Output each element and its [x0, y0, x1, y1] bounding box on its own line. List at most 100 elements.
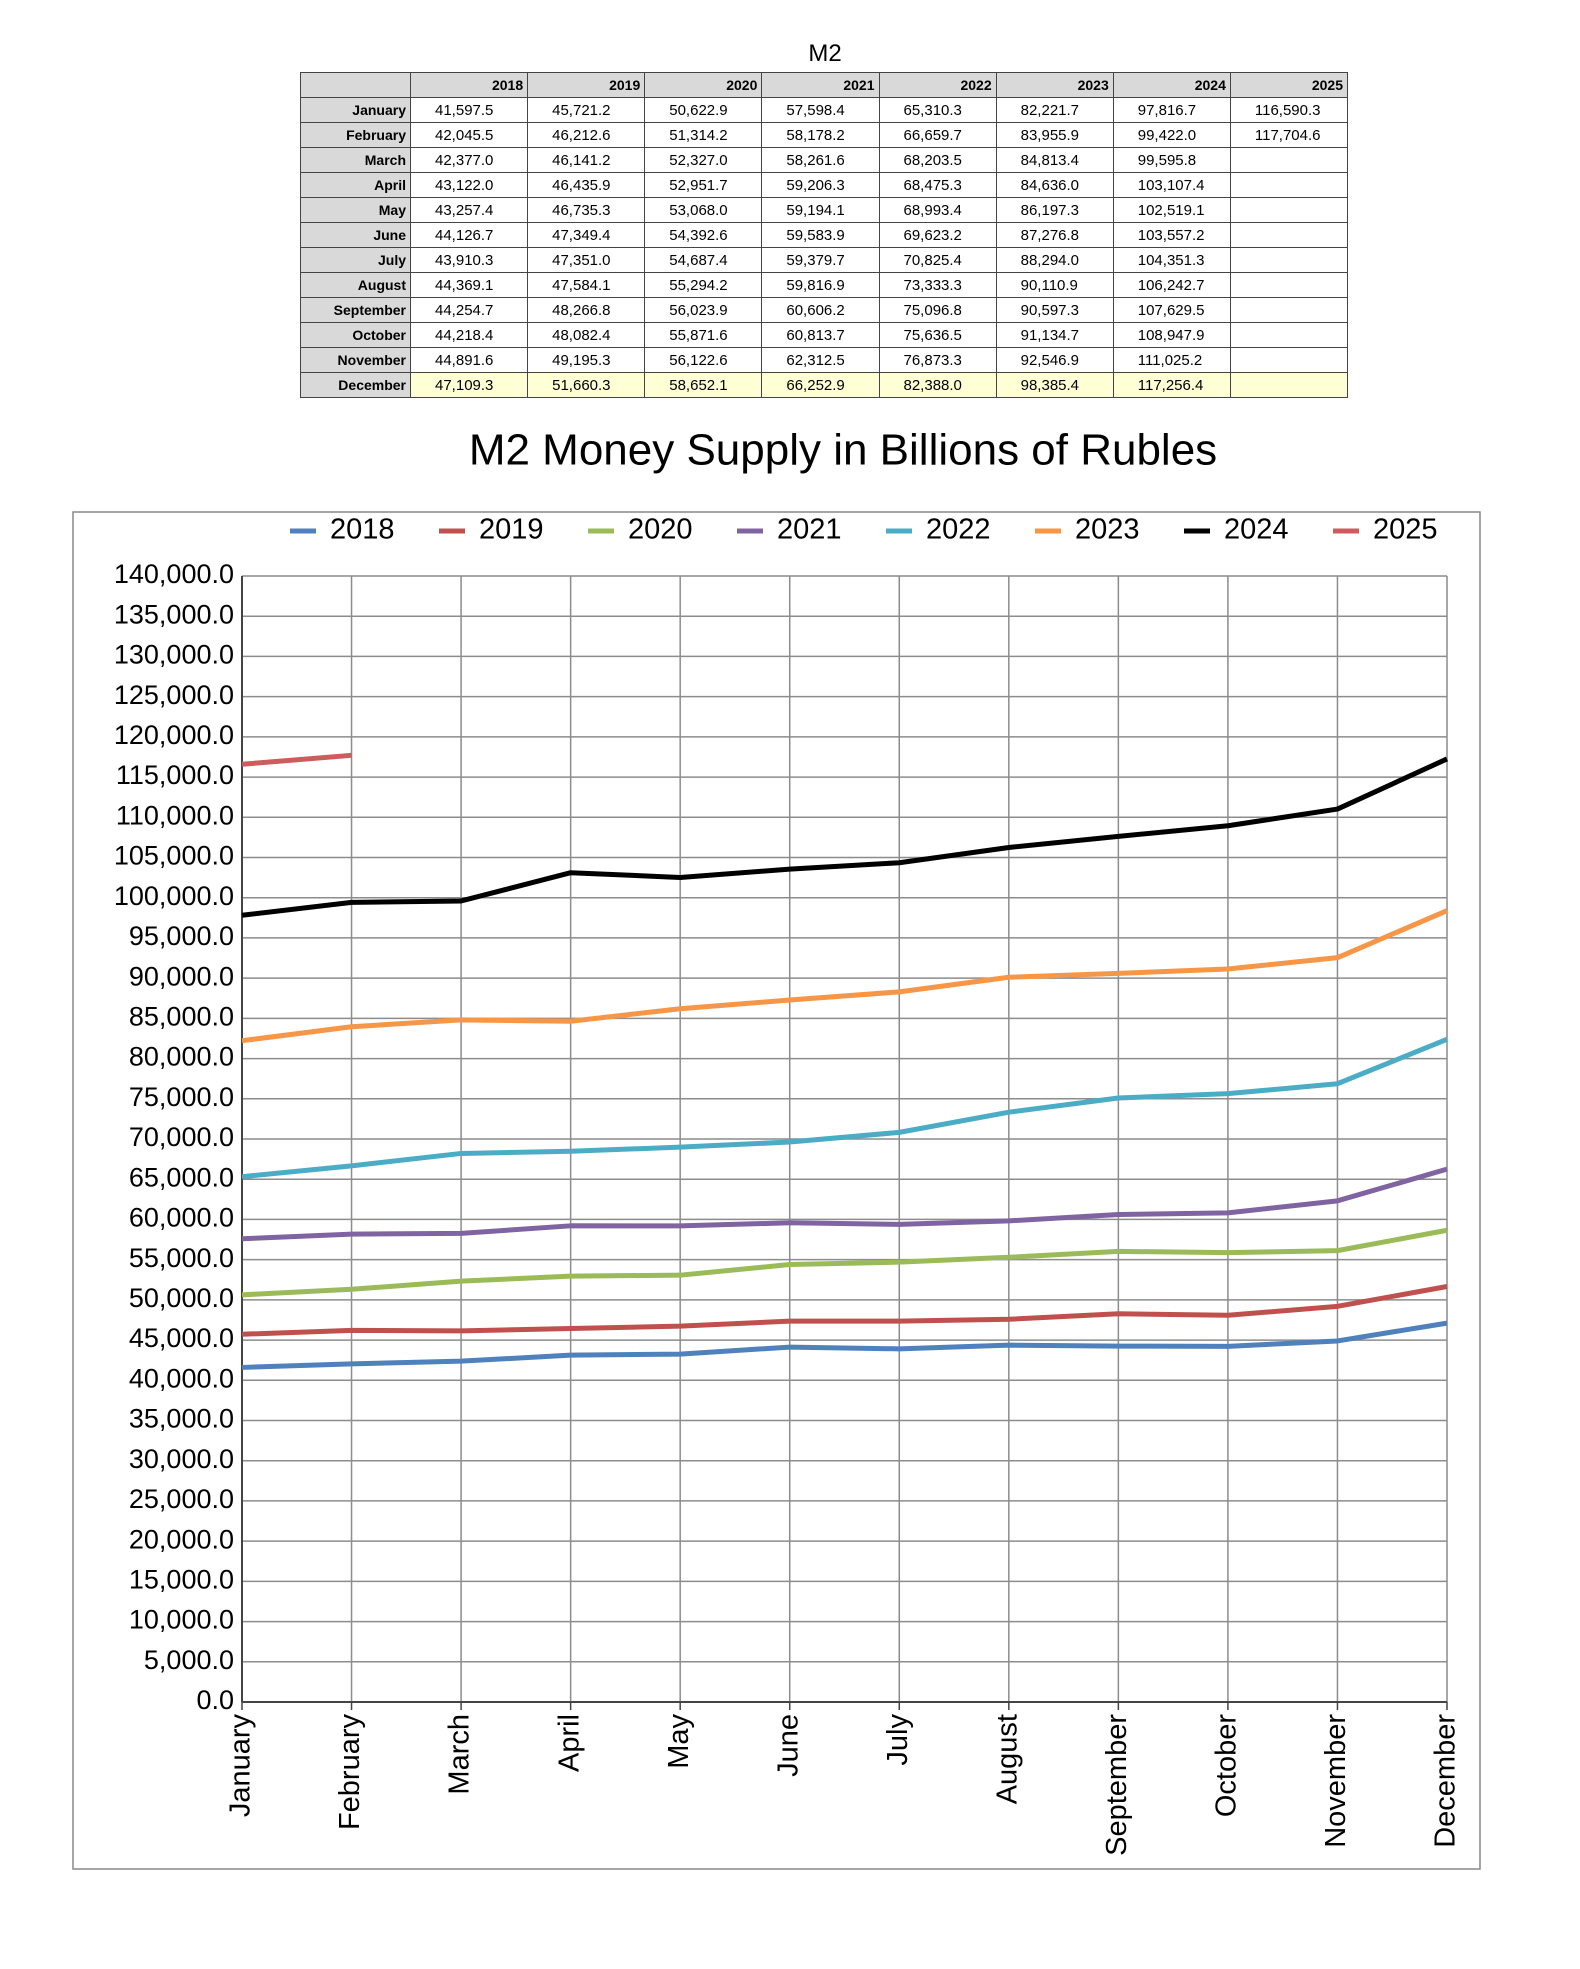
legend-label: 2023 [1075, 514, 1140, 546]
header-row: 2018 2019 2020 2021 2022 2023 2024 2025 [300, 72, 1349, 98]
x-tick-label: November [1320, 1714, 1352, 1848]
series-line [241, 1320, 1448, 1370]
table-cell: 117,256.4 [1112, 372, 1231, 398]
table-cell: 58,652.1 [644, 372, 763, 398]
table-cell: 43,122.0 [409, 172, 529, 198]
y-tick-label: 125,000.0 [114, 680, 234, 710]
legend-label: 2018 [330, 514, 395, 546]
x-tick-label: February [334, 1714, 366, 1831]
chart-frame [72, 511, 1481, 1870]
series-line [241, 756, 1449, 918]
table-cell: 44,891.6 [409, 347, 529, 373]
table-row: December 47,109.3 51,660.3 58,652.1 66,252.9… [300, 372, 1349, 398]
table-cell: 52,327.0 [644, 147, 763, 173]
x-tick-label: May [663, 1714, 695, 1769]
table-row: May 43,257.4 46,735.3 53,068.0 59,194.1 68,99… [300, 197, 1349, 223]
series-line [241, 1037, 1448, 1180]
table-cell: 98,385.4 [995, 372, 1114, 398]
table-cell: 49,195.3 [527, 347, 646, 373]
row-header: August [300, 272, 411, 298]
table-cell: 51,660.3 [527, 372, 646, 398]
table-cell: 87,276.8 [995, 222, 1114, 248]
legend-label: 2020 [628, 514, 693, 546]
y-tick-label: 65,000.0 [129, 1162, 234, 1192]
table-row: July 43,910.3 47,351.0 54,687.4 59,379.7 70,8… [300, 247, 1349, 273]
legend-label: 2019 [479, 514, 544, 546]
y-tick-label: 80,000.0 [129, 1042, 234, 1072]
data-table: 2018 2019 2020 2021 2022 2023 2024 2025 January 4… [300, 72, 1349, 398]
table-cell: 59,194.1 [761, 197, 880, 223]
table-cell: 103,557.2 [1112, 222, 1231, 248]
table-row: February 42,045.5 46,212.6 51,314.2 58,178.2… [300, 122, 1349, 148]
y-tick-label: 105,000.0 [114, 841, 234, 871]
table-cell: 43,910.3 [409, 247, 529, 273]
y-tick-label: 30,000.0 [129, 1444, 234, 1474]
series-line [241, 1227, 1448, 1298]
series-line [241, 908, 1448, 1044]
table-cell: 59,583.9 [761, 222, 880, 248]
empty-cell [1229, 372, 1349, 398]
empty-cell [1229, 297, 1349, 323]
table-cell: 43,257.4 [409, 197, 529, 223]
row-header: July [300, 247, 411, 273]
corner-cell [300, 72, 411, 98]
table-cell: 117,704.6 [1229, 122, 1349, 148]
legend-label: 2024 [1224, 514, 1289, 546]
legend-label: 2025 [1373, 514, 1438, 546]
y-tick-label: 130,000.0 [114, 640, 234, 670]
table-cell: 69,623.2 [878, 222, 997, 248]
table-cell: 97,816.7 [1112, 97, 1231, 123]
y-tick-label: 10,000.0 [129, 1605, 234, 1635]
table-cell: 53,068.0 [644, 197, 763, 223]
table-row: January 41,597.5 45,721.2 50,622.9 57,598.4 6… [300, 97, 1349, 123]
table-row: April 43,122.0 46,435.9 52,951.7 59,206.3 68,… [300, 172, 1349, 198]
table-cell: 59,816.9 [761, 272, 880, 298]
x-tick-label: June [772, 1714, 804, 1777]
row-header: December [300, 372, 411, 398]
x-tick-label: March [444, 1714, 476, 1795]
table-cell: 60,606.2 [761, 297, 880, 323]
y-tick-label: 75,000.0 [129, 1082, 234, 1112]
y-tick-label: 90,000.0 [129, 961, 234, 991]
table-cell: 99,422.0 [1112, 122, 1231, 148]
table-cell: 82,221.7 [995, 97, 1114, 123]
table-cell: 44,254.7 [409, 297, 529, 323]
y-tick-label: 20,000.0 [129, 1524, 234, 1554]
table-cell: 62,312.5 [761, 347, 880, 373]
table-cell: 44,126.7 [409, 222, 529, 248]
table-cell: 66,252.9 [761, 372, 880, 398]
empty-cell [1229, 322, 1349, 348]
table-cell: 84,813.4 [995, 147, 1114, 173]
table-cell: 59,379.7 [761, 247, 880, 273]
x-tick-label: April [553, 1714, 585, 1772]
column-header: 2023 [995, 72, 1114, 98]
row-header: January [300, 97, 411, 123]
table-row: June 44,126.7 47,349.4 54,392.6 59,583.9 69,6… [300, 222, 1349, 248]
x-tick-label: December [1430, 1714, 1462, 1848]
row-header: November [300, 347, 411, 373]
y-tick-label: 140,000.0 [114, 559, 234, 589]
y-tick-label: 40,000.0 [129, 1363, 234, 1393]
table-row: November 44,891.6 49,195.3 56,122.6 62,312.5… [300, 347, 1349, 373]
table-cell: 46,212.6 [527, 122, 646, 148]
y-tick-label: 120,000.0 [114, 720, 234, 750]
legend-label: 2021 [777, 514, 842, 546]
table-title: M2 [808, 40, 842, 67]
table-cell: 65,310.3 [878, 97, 997, 123]
table-cell: 108,947.9 [1112, 322, 1231, 348]
empty-cell [1229, 222, 1349, 248]
table-cell: 68,475.3 [878, 172, 997, 198]
column-header: 2022 [878, 72, 997, 98]
y-tick-label: 15,000.0 [129, 1564, 234, 1594]
table-cell: 42,045.5 [409, 122, 529, 148]
row-header: October [300, 322, 411, 348]
table-cell: 83,955.9 [995, 122, 1114, 148]
column-header: 2020 [644, 72, 763, 98]
table-cell: 47,109.3 [409, 372, 529, 398]
chart-title: M2 Money Supply in Billions of Rubles [469, 426, 1217, 475]
series-line [241, 1284, 1448, 1337]
table-cell: 47,349.4 [527, 222, 646, 248]
y-tick-label: 0.0 [196, 1685, 234, 1715]
table-cell: 88,294.0 [995, 247, 1114, 273]
